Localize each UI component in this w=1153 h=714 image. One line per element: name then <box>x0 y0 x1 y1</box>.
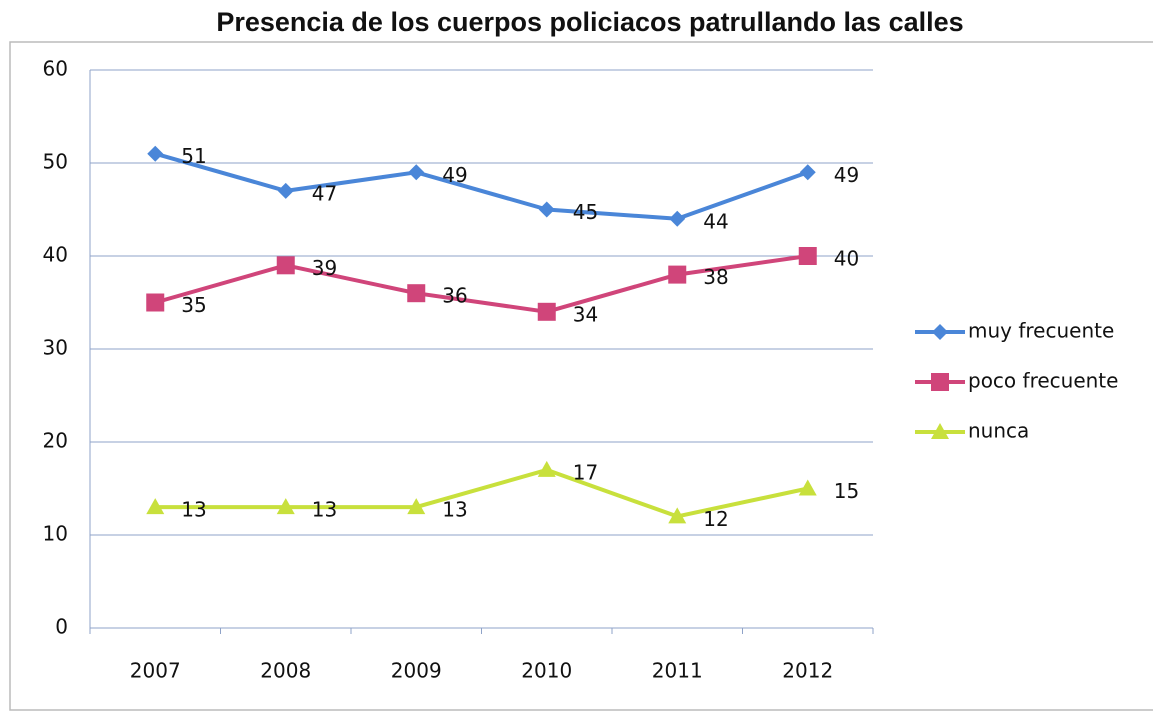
data-label: 44 <box>703 209 728 233</box>
data-label: 45 <box>573 200 598 224</box>
legend-label: poco frecuente <box>968 369 1118 393</box>
x-tick-label: 2009 <box>391 659 442 683</box>
y-tick-label: 50 <box>43 150 68 174</box>
data-label: 34 <box>573 302 598 326</box>
marker <box>147 145 164 162</box>
series-line <box>155 467 809 519</box>
marker <box>668 507 687 524</box>
y-tick-label: 20 <box>43 429 68 453</box>
chart-frame <box>9 41 1153 711</box>
x-tick-label: 2012 <box>782 659 833 683</box>
y-tick-label: 40 <box>43 243 68 267</box>
data-label: 36 <box>442 284 467 308</box>
data-label: 13 <box>181 498 206 522</box>
y-tick-label: 60 <box>43 57 68 81</box>
marker <box>799 164 816 181</box>
y-tick-label: 30 <box>43 336 68 360</box>
marker <box>408 164 425 181</box>
marker <box>668 265 687 284</box>
legend-label: muy frecuente <box>968 319 1114 343</box>
marker <box>146 293 165 312</box>
data-label: 49 <box>442 163 467 187</box>
marker <box>276 498 295 515</box>
marker <box>276 256 295 275</box>
data-label: 39 <box>312 256 337 280</box>
y-tick-label: 10 <box>43 522 68 546</box>
marker <box>798 247 817 265</box>
marker <box>537 302 556 321</box>
series-line <box>154 254 809 314</box>
data-label: 47 <box>312 181 337 205</box>
marker <box>932 324 948 340</box>
x-tick-label: 2011 <box>652 659 703 683</box>
marker <box>669 210 686 227</box>
data-label: 51 <box>181 144 206 168</box>
x-tick-label: 2010 <box>521 659 572 683</box>
marker <box>931 423 949 439</box>
data-label: 49 <box>834 163 859 187</box>
marker <box>537 460 556 477</box>
marker <box>798 479 817 496</box>
y-tick-label: 0 <box>55 615 68 639</box>
data-label: 38 <box>703 265 728 289</box>
chart-title: Presencia de los cuerpos policiacos patr… <box>216 7 963 37</box>
data-label: 13 <box>312 498 337 522</box>
data-label: 15 <box>834 479 859 503</box>
marker <box>146 498 165 515</box>
data-label: 17 <box>573 460 598 484</box>
data-label: 12 <box>703 507 728 531</box>
marker <box>538 201 555 218</box>
data-label: 13 <box>442 498 467 522</box>
data-label: 40 <box>834 247 859 271</box>
x-tick-label: 2008 <box>260 659 311 683</box>
legend-label: nunca <box>968 419 1029 443</box>
marker <box>407 284 426 303</box>
x-tick-label: 2007 <box>130 659 181 683</box>
data-label: 35 <box>181 293 206 317</box>
series-line <box>154 151 809 221</box>
marker <box>407 498 426 515</box>
marker <box>931 373 949 391</box>
marker <box>277 182 294 199</box>
